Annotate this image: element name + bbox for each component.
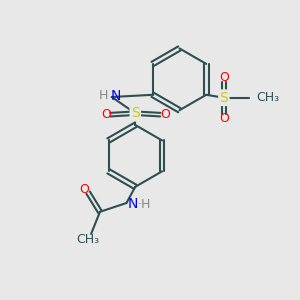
Text: CH₃: CH₃	[256, 91, 279, 104]
Text: O: O	[101, 108, 111, 121]
Text: N: N	[111, 88, 121, 103]
Text: O: O	[79, 183, 89, 196]
Text: ·H: ·H	[138, 198, 152, 211]
Text: S: S	[220, 91, 228, 105]
Text: O: O	[219, 112, 229, 125]
Text: N: N	[128, 197, 138, 212]
Text: H: H	[99, 89, 108, 102]
Text: CH₃: CH₃	[76, 233, 100, 246]
Text: O: O	[219, 70, 229, 84]
Text: O: O	[160, 108, 170, 121]
Text: S: S	[131, 106, 140, 120]
